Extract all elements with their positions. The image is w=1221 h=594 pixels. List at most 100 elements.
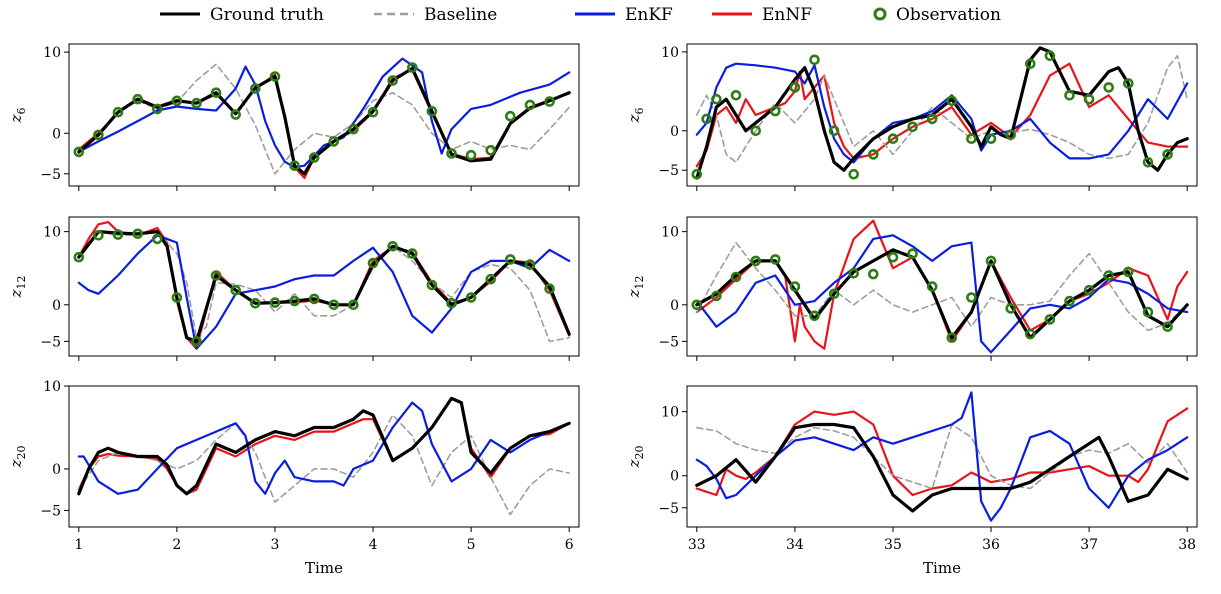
plot-area <box>691 46 1189 180</box>
y-tick-label: 0 <box>670 298 679 314</box>
observation-point <box>524 99 536 111</box>
observation-point <box>504 110 516 122</box>
observation-point <box>1123 78 1134 89</box>
series-line-ennf <box>77 397 571 495</box>
legend-label-baseline: Baseline <box>424 5 497 25</box>
observation-point <box>230 284 241 296</box>
axes-frame <box>686 216 1198 357</box>
observation-point <box>544 96 555 107</box>
legend-swatch-obs <box>873 7 887 21</box>
panel-3: −5 0 10 z12 <box>7 216 580 361</box>
legend-label-obs: Observation <box>896 5 1001 25</box>
panel-1: −5 0 10 z6 <box>7 43 580 191</box>
observation-point <box>112 106 124 118</box>
observation-point <box>789 82 801 93</box>
observation-point <box>465 292 477 303</box>
observation-point <box>926 281 938 292</box>
y-tick-label: 10 <box>43 45 61 61</box>
observation-point <box>406 62 418 73</box>
series-line-ennf <box>77 68 571 179</box>
observation-point <box>406 248 418 259</box>
observation-point <box>946 95 958 107</box>
y-axis-label: z12 <box>625 276 646 299</box>
observation-point <box>191 336 202 347</box>
panel-5: −5 0 10 1 2 3 4 5 6 z20 Time <box>7 379 580 577</box>
observation-point <box>73 146 85 158</box>
observation-point <box>348 299 359 311</box>
series-line-gt <box>695 422 1189 513</box>
x-tick-label: 5 <box>467 537 476 553</box>
observation-point <box>730 271 742 283</box>
legend-label-ennf: EnNF <box>762 5 812 25</box>
observation-point <box>387 241 399 252</box>
observation-point <box>887 133 899 144</box>
x-tick-label: 4 <box>369 537 378 553</box>
series-line-ennf <box>695 407 1189 497</box>
legend: Ground truth Baseline EnKF EnNF Observation <box>160 5 1001 25</box>
legend-item-gt: Ground truth <box>160 5 324 25</box>
y-tick-label: 10 <box>661 45 679 61</box>
observation-point <box>1142 306 1154 318</box>
observation-point <box>171 95 183 107</box>
observation-point <box>426 279 438 291</box>
x-tick-label: 33 <box>688 537 706 553</box>
series-line-enkf <box>695 391 1189 522</box>
series-line-baseline <box>78 63 571 175</box>
observation-point <box>112 229 124 240</box>
series-line-gt <box>695 46 1189 180</box>
plot-area <box>73 221 571 350</box>
y-tick-label: −5 <box>658 501 679 517</box>
observation-point <box>308 152 320 163</box>
observation-point <box>230 109 241 120</box>
panel-2: −5 0 10 z6 <box>625 43 1198 191</box>
axes-frame <box>68 385 580 528</box>
x-tick-label: 1 <box>74 537 83 553</box>
plot-area <box>77 396 571 516</box>
observation-point <box>250 297 261 309</box>
observation-point <box>544 283 555 295</box>
plot-area <box>691 219 1189 354</box>
observation-point <box>132 228 143 240</box>
observation-point <box>289 160 300 171</box>
observation-point <box>985 133 997 144</box>
observation-point <box>789 281 801 292</box>
series-line-enkf <box>77 234 571 350</box>
x-tick-label: 6 <box>565 537 574 553</box>
observation-point <box>691 299 703 311</box>
observation-point <box>250 83 261 94</box>
y-tick-label: −5 <box>40 334 61 350</box>
observation-point <box>93 230 104 241</box>
observation-point <box>926 113 938 125</box>
axes-frame <box>686 43 1198 187</box>
observation-point <box>828 288 840 300</box>
observation-point <box>367 257 379 269</box>
observation-point <box>269 297 281 308</box>
observation-point <box>848 168 860 180</box>
observation-point <box>328 299 340 311</box>
observation-point <box>711 290 722 302</box>
x-tick-label: 34 <box>786 537 804 553</box>
observation-point <box>1044 50 1056 62</box>
y-tick-label: 10 <box>661 225 679 241</box>
plot-area <box>695 391 1189 522</box>
observation-point <box>946 332 958 344</box>
observation-point <box>289 295 300 307</box>
observation-point <box>750 255 762 267</box>
observation-point <box>210 87 222 98</box>
legend-item-baseline: Baseline <box>374 5 497 25</box>
observation-point <box>446 148 457 159</box>
x-tick-label: 35 <box>884 537 902 553</box>
axes-frame <box>68 43 580 187</box>
legend-label-gt: Ground truth <box>210 5 324 25</box>
observation-point <box>1005 129 1017 140</box>
axes-frame <box>686 385 1198 528</box>
observation-point <box>1025 58 1036 70</box>
y-tick-label: −5 <box>40 503 61 519</box>
x-tick-label: 36 <box>982 537 1000 553</box>
y-axis-label: z20 <box>625 446 646 469</box>
observation-point <box>1005 303 1017 314</box>
y-axis-label: z6 <box>7 108 28 124</box>
legend-item-ennf: EnNF <box>712 5 812 25</box>
series-line-gt <box>77 66 571 176</box>
